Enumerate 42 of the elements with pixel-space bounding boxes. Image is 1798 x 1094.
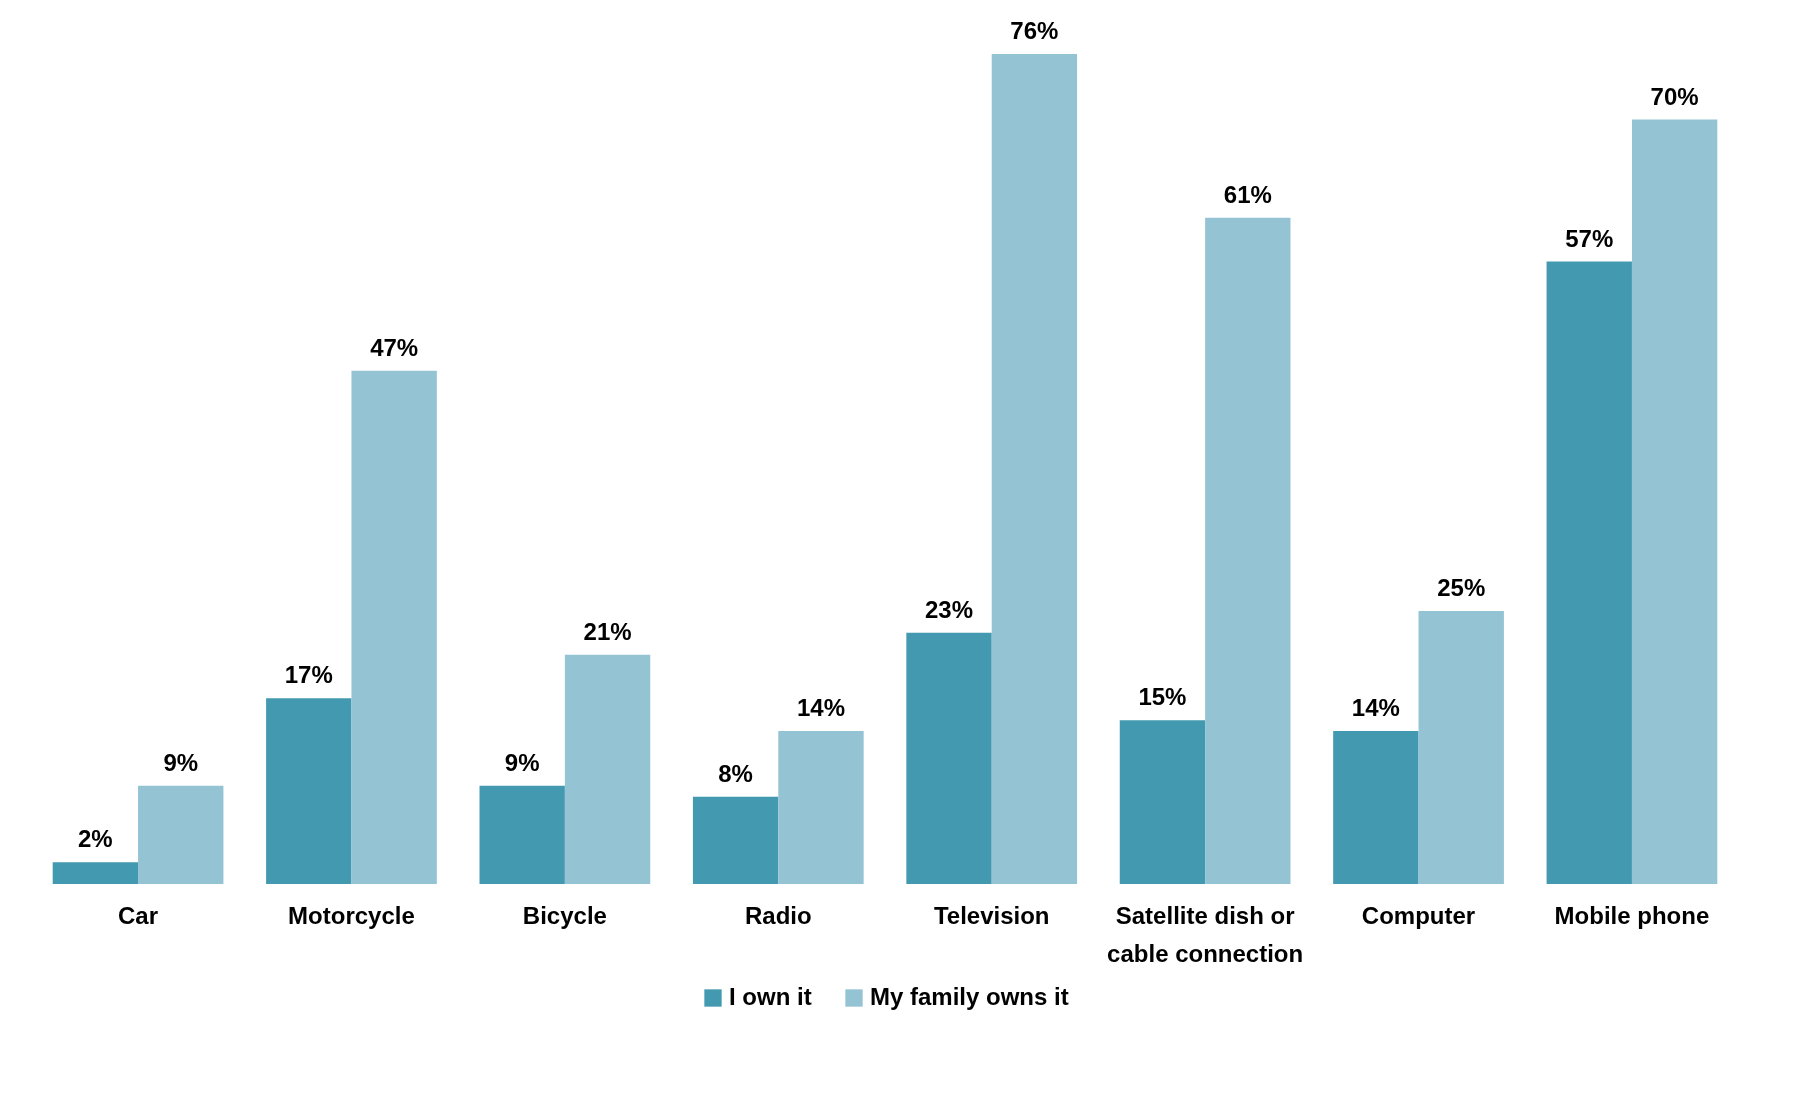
bar bbox=[906, 632, 992, 884]
data-label: 57% bbox=[1565, 224, 1614, 252]
data-label: 47% bbox=[370, 333, 419, 361]
data-label: 23% bbox=[925, 595, 974, 623]
legend-label: My family owns it bbox=[870, 983, 1069, 1010]
x-tick-label: Mobile phone bbox=[1554, 901, 1710, 929]
data-label: 76% bbox=[1010, 17, 1059, 44]
bar bbox=[266, 698, 352, 884]
data-label: 17% bbox=[284, 661, 333, 689]
bar bbox=[52, 862, 139, 884]
bar bbox=[1546, 261, 1632, 884]
data-label: 8% bbox=[718, 759, 753, 787]
bar bbox=[479, 785, 565, 884]
bar bbox=[1418, 610, 1504, 884]
data-label: 15% bbox=[1138, 683, 1187, 711]
bar bbox=[564, 654, 651, 884]
data-label: 61% bbox=[1223, 180, 1272, 208]
bar bbox=[351, 370, 437, 884]
bar bbox=[1631, 119, 1718, 884]
bar bbox=[1205, 217, 1291, 884]
bar bbox=[778, 731, 864, 884]
x-tick-label: Bicycle bbox=[522, 901, 607, 929]
x-tick-label: Radio bbox=[744, 901, 812, 929]
bar bbox=[1119, 720, 1206, 884]
data-label: 2% bbox=[78, 825, 113, 853]
bar bbox=[991, 54, 1078, 884]
data-label: 21% bbox=[583, 617, 632, 645]
x-tick-label: Motorcycle bbox=[288, 901, 415, 929]
data-label: 9% bbox=[163, 748, 199, 776]
bar bbox=[1333, 731, 1419, 884]
x-tick-label: Car bbox=[118, 901, 159, 929]
x-tick-label: Television bbox=[933, 901, 1050, 929]
data-label: 14% bbox=[796, 694, 845, 722]
legend-label: I own it bbox=[729, 983, 812, 1010]
data-label: 14% bbox=[1351, 694, 1400, 722]
bar bbox=[692, 796, 779, 884]
data-label: 70% bbox=[1650, 82, 1699, 110]
x-tick-label: Computer bbox=[1361, 901, 1476, 929]
x-tick-label: Satellite dish or cable connection bbox=[1107, 901, 1304, 967]
data-label: 25% bbox=[1437, 573, 1486, 601]
data-label: 9% bbox=[504, 748, 540, 776]
bar bbox=[138, 785, 224, 884]
